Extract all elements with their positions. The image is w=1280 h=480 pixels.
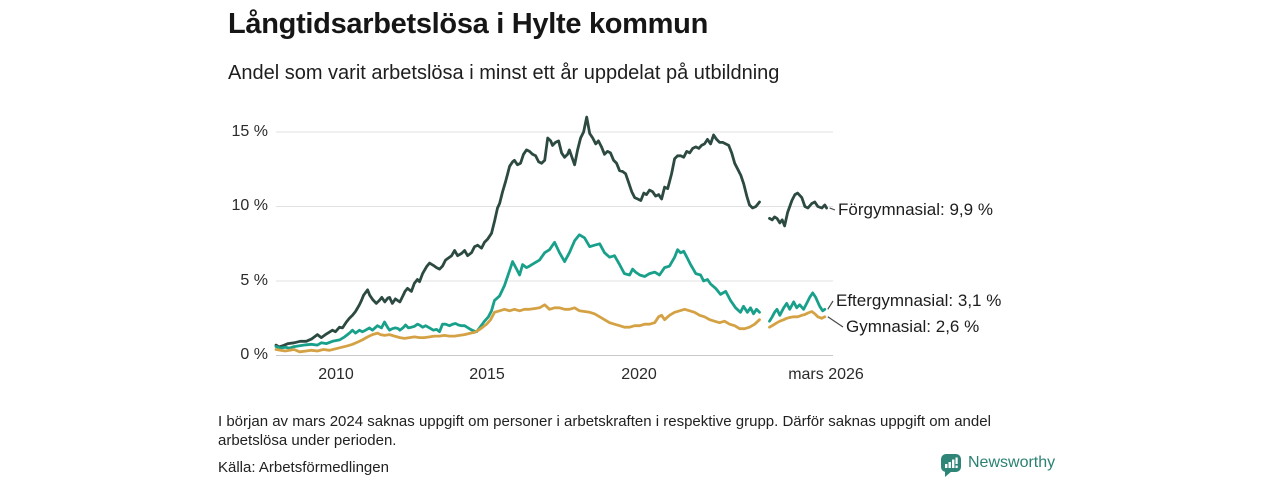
- x-axis-tick-2010: 2010: [318, 366, 354, 383]
- label-connector: [827, 316, 844, 328]
- y-axis-tick-0: 0 %: [240, 346, 268, 363]
- page-title: Långtidsarbetslösa i Hylte kommun: [228, 8, 708, 40]
- y-axis-tick-10: 10 %: [231, 197, 268, 214]
- series-line-gymnasial: [768, 310, 827, 329]
- series-line-eftergymnasial: [768, 291, 827, 323]
- series-line-förgymnasial: [274, 115, 761, 349]
- y-axis-tick-15: 15 %: [231, 123, 268, 140]
- page-subtitle: Andel som varit arbetslösa i minst ett å…: [228, 62, 780, 84]
- y-axis-tick-5: 5 %: [240, 272, 268, 289]
- series-line-eftergymnasial: [274, 233, 761, 350]
- series-line-gymnasial: [274, 303, 761, 354]
- x-axis-tick-2020: 2020: [621, 366, 657, 383]
- series-line-förgymnasial: [768, 191, 828, 228]
- series-label-eftergymnasial: Eftergymnasial: 3,1 %: [836, 291, 1002, 310]
- source-note: Källa: Arbetsförmedlingen: [218, 459, 389, 476]
- x-axis-tick-2015: 2015: [469, 366, 505, 383]
- label-connector: [827, 300, 834, 310]
- newsworthy-logo[interactable]: Newsworthy: [941, 454, 1056, 477]
- label-connector: [829, 207, 836, 211]
- series-label-forgymnasial: Förgymnasial: 9,9 %: [838, 200, 993, 219]
- footnote: I början av mars 2024 saknas uppgift om …: [218, 413, 991, 449]
- newsworthy-wordmark: Newsworthy: [968, 454, 1056, 471]
- series-label-gymnasial: Gymnasial: 2,6 %: [846, 317, 980, 336]
- newsworthy-icon: [941, 454, 961, 477]
- x-axis-tick-mars-2026: mars 2026: [788, 366, 864, 383]
